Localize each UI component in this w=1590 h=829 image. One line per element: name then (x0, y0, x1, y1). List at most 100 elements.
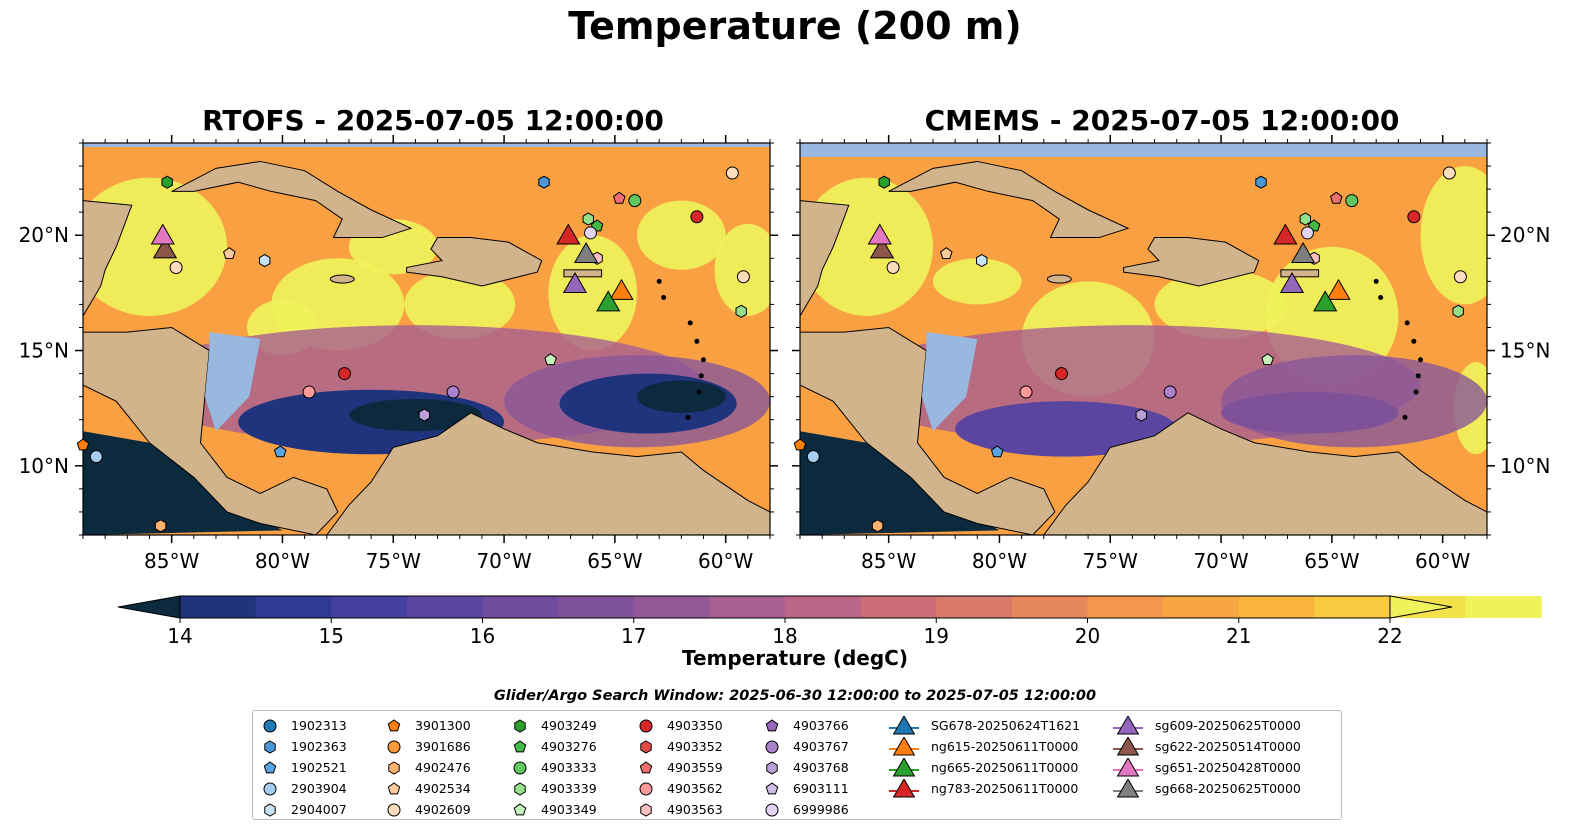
argo-marker-4902476 (871, 519, 884, 533)
legend-label: 6999986 (793, 802, 849, 817)
legend-label: 4903350 (667, 718, 723, 733)
legend-label: ng665-20250611T0000 (931, 760, 1079, 775)
legend-item: 4903349 (509, 799, 597, 820)
legend-symbol (640, 739, 652, 754)
argo-marker-4903249 (161, 175, 173, 189)
argo-marker-4902609 (1442, 166, 1456, 180)
argo-marker-4902534 (940, 247, 953, 259)
legend-symbol (639, 760, 653, 773)
island (661, 294, 667, 300)
legend-marker-icon (264, 739, 276, 754)
glider-marker-ng665-20250611T0000 (1313, 290, 1338, 312)
argo-marker-4903350 (1055, 367, 1069, 381)
argo-marker-4903350 (1407, 210, 1421, 224)
legend-symbol (388, 760, 400, 775)
legend-item: 4902534 (383, 778, 471, 799)
legend-marker-icon (889, 715, 919, 734)
legend-item: 3901686 (383, 736, 471, 757)
legend-marker-icon (387, 803, 401, 816)
argo-marker-4903333 (628, 194, 642, 208)
lon-tick-label: 80°W (972, 549, 1027, 573)
island (1373, 278, 1379, 284)
colorbar-segment (1238, 596, 1315, 618)
yucatan-land (83, 200, 133, 317)
colorbar-segment (255, 596, 332, 618)
legend-item: 4903559 (635, 757, 723, 778)
legend-marker-icon (513, 802, 527, 815)
nicaragua-shelf (204, 332, 261, 432)
colorbar-segment (1011, 596, 1088, 618)
puerto-rico-land (1280, 269, 1320, 278)
legend-marker-icon (514, 718, 526, 733)
warm-water-area (932, 258, 1022, 305)
jamaica-land (329, 274, 355, 284)
cold-water-core (348, 398, 482, 432)
legend-item: 6903111 (761, 778, 849, 799)
legend-marker-icon (765, 718, 779, 731)
legend-item: 2903904 (259, 778, 347, 799)
lat-tick-label: 20°N (19, 223, 69, 247)
argo-marker-4903768 (1135, 408, 1147, 422)
lon-tick-label: 60°W (698, 549, 753, 573)
argo-marker-2904007 (259, 254, 271, 268)
glider-marker-sg609-20250625T0000 (562, 271, 588, 293)
argo-marker-1902363 (538, 175, 550, 189)
lat-tick-label: 15°N (1500, 339, 1550, 363)
legend-symbol (765, 781, 779, 794)
legend-item: 1902363 (259, 736, 347, 757)
legend-item: sg651-20250428T0000 (1111, 757, 1301, 778)
argo-marker-4903767 (1163, 385, 1177, 399)
legend-marker-icon (889, 778, 919, 797)
map-panels: 85°W 80°W 75°W 70°W 65°W 60°W 20°N 15°N 10°N 85°W… (19, 135, 1550, 573)
island (1378, 294, 1384, 300)
legend-symbol (639, 782, 653, 795)
legend-column: SG678-20250624T1621 ng615-20250611T0000 ng… (887, 715, 1080, 799)
legend-label: sg668-20250625T0000 (1155, 781, 1301, 796)
legend-symbol (513, 739, 527, 752)
legend-item: sg609-20250625T0000 (1111, 715, 1301, 736)
legend-symbol (387, 740, 401, 753)
argo-marker-2903904 (89, 450, 103, 464)
legend-triangle (1116, 715, 1140, 734)
cold-water-core (955, 401, 1177, 457)
island (1413, 389, 1419, 395)
lat-tick-label: 15°N (19, 339, 69, 363)
legend-marker-icon (765, 781, 779, 794)
legend-marker-icon (387, 740, 401, 753)
argo-marker-4903333 (1345, 194, 1359, 208)
legend-marker-icon (639, 719, 653, 732)
colorbar-segment (331, 596, 408, 618)
legend-marker-icon (1113, 736, 1143, 755)
rtofs-panel-title: RTOFS - 2025-07-05 12:00:00 (202, 104, 664, 137)
argo-marker-4903339 (582, 212, 594, 226)
legend-item: sg622-20250514T0000 (1111, 736, 1301, 757)
legend-label: 4903333 (541, 760, 597, 775)
legend-label: 4903767 (793, 739, 849, 754)
cmems-map (800, 143, 1487, 535)
nicaragua-shelf (921, 332, 978, 432)
legend-label: 4902476 (415, 760, 471, 775)
legend-item: 4903767 (761, 736, 849, 757)
cmems-panel-title: CMEMS - 2025-07-05 12:00:00 (924, 104, 1400, 137)
glider-marker-sg668-20250625T0000 (1290, 241, 1316, 263)
legend-symbol (387, 718, 401, 731)
colorbar-segment (180, 596, 257, 618)
legend: 1902313 1902363 1902521 2903904 2904007 39013… (252, 710, 1342, 820)
bahamas-banks (800, 143, 1487, 157)
legend-item: 4903766 (761, 715, 849, 736)
argo-marker-4903559 (613, 191, 626, 204)
colorbar-segment (709, 596, 786, 618)
island (1411, 338, 1417, 344)
legend-label: 4902534 (415, 781, 471, 796)
argo-marker-4902609 (886, 261, 900, 275)
legend-column: 3901300 3901686 4902476 4902534 4902609 (383, 715, 471, 820)
bahamas-banks (83, 143, 770, 147)
argo-marker-4903339 (1452, 304, 1464, 318)
legend-label: 4903352 (667, 739, 723, 754)
warm-water-area (548, 235, 638, 351)
legend-item: sg668-20250625T0000 (1111, 778, 1301, 799)
colorbar-segment (860, 596, 937, 618)
legend-triangle (892, 715, 916, 734)
legend-item: 1902521 (259, 757, 347, 778)
legend-marker-icon (640, 739, 652, 754)
